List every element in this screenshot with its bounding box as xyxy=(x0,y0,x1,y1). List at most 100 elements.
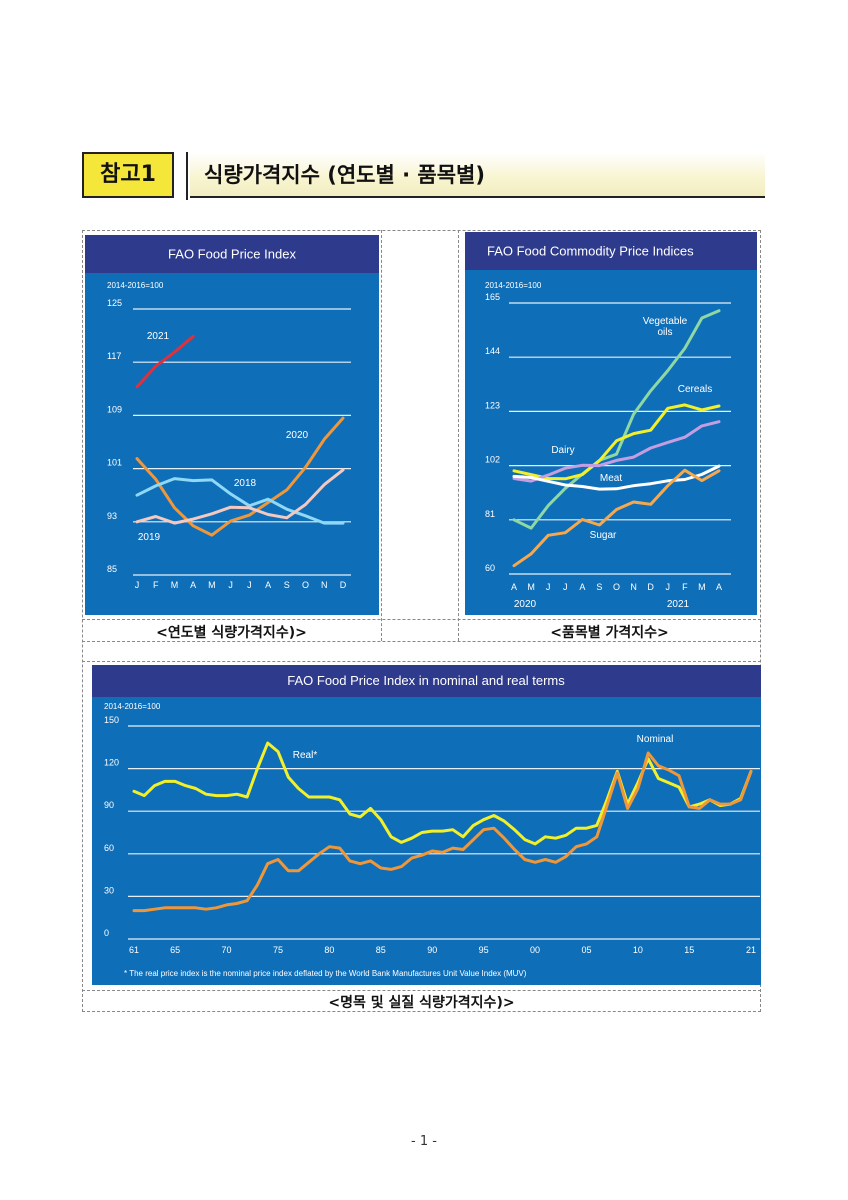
bottom-section-top xyxy=(82,661,761,662)
x-tick-label: F xyxy=(153,580,159,590)
y-tick-label: 165 xyxy=(485,292,500,302)
series-label-meat: Meat xyxy=(600,473,622,484)
y-tick-label: 30 xyxy=(104,885,114,895)
series-label-part: Vegetable xyxy=(643,316,688,327)
x-tick-label: D xyxy=(647,582,654,592)
caption-annual-index: <연도별 식량가격지수)> xyxy=(156,625,307,641)
series-label-vegetable-oils: Vegetable oils xyxy=(643,316,688,338)
x-tick-label: 05 xyxy=(581,945,591,955)
series-label-sugar: Sugar xyxy=(590,530,617,541)
chart-subtitle: 2014-2016=100 xyxy=(107,281,164,290)
x-tick-label: D xyxy=(340,580,347,590)
series-label-2020: 2020 xyxy=(286,430,309,441)
x-tick-label: 21 xyxy=(746,945,756,955)
x-tick-label: 15 xyxy=(684,945,694,955)
x-tick-label: A xyxy=(265,580,271,590)
x-tick-label: A xyxy=(511,582,517,592)
x-tick-label: 85 xyxy=(376,945,386,955)
y-tick-label: 120 xyxy=(104,758,119,768)
x-tick-label: 00 xyxy=(530,945,540,955)
page-title: 식량가격지수 (연도별 · 품목별) xyxy=(190,152,765,198)
series-label-real: Real* xyxy=(293,750,318,761)
x-tick-label: A xyxy=(190,580,196,590)
chart-subtitle: 2014-2016=100 xyxy=(485,281,542,290)
x-tick-label: N xyxy=(630,582,637,592)
x-tick-label: 75 xyxy=(273,945,283,955)
section-header: 참고1 식량가격지수 (연도별 · 품목별) xyxy=(82,152,765,202)
chart-title: FAO Food Price Index xyxy=(168,247,296,262)
x-tick-label: J xyxy=(666,582,671,592)
chart-title-band xyxy=(465,232,757,270)
x-tick-label: 90 xyxy=(427,945,437,955)
x-tick-label: 70 xyxy=(222,945,232,955)
series-line-2021 xyxy=(135,334,195,389)
chart-nominal-real-svg: FAO Food Price Index in nominal and real… xyxy=(92,665,761,978)
series-label-dairy: Dairy xyxy=(551,445,574,456)
series-label-2021: 2021 xyxy=(147,331,170,342)
y-tick-label: 125 xyxy=(107,298,122,308)
x-tick-label: O xyxy=(302,580,309,590)
series-line-2019 xyxy=(135,468,345,525)
page-number: - 1 - xyxy=(411,1134,437,1149)
x-tick-label: 10 xyxy=(633,945,643,955)
x-tick-label: J xyxy=(228,580,233,590)
series-line-cereals xyxy=(512,403,721,481)
x-tick-label: 80 xyxy=(324,945,334,955)
x-tick-label: M xyxy=(208,580,216,590)
x-tick-label: J xyxy=(563,582,568,592)
frame-divider-1 xyxy=(381,230,382,641)
y-tick-label: 102 xyxy=(485,455,500,465)
series-label-part: oils xyxy=(657,327,672,338)
y-tick-label: 93 xyxy=(107,511,117,521)
x-tick-label: A xyxy=(579,582,585,592)
x-tick-label: 95 xyxy=(479,945,489,955)
chart-title-band xyxy=(85,235,379,273)
chart-footnote: * The real price index is the nominal pr… xyxy=(124,969,527,978)
header-divider xyxy=(186,152,188,200)
year-label: 2021 xyxy=(667,599,690,610)
caption-row-top xyxy=(82,619,761,620)
series-line-real xyxy=(132,741,753,846)
chart-commodity-svg: FAO Food Commodity Price Indices 2014-201… xyxy=(465,232,757,610)
series-line-meat xyxy=(512,464,721,491)
charts-frame xyxy=(82,230,761,1012)
y-tick-label: 0 xyxy=(104,928,109,938)
bottom-caption-top xyxy=(82,990,761,991)
x-tick-label: S xyxy=(284,580,290,590)
x-tick-label: M xyxy=(527,582,535,592)
chart-subtitle: 2014-2016=100 xyxy=(104,702,161,711)
y-tick-label: 85 xyxy=(107,564,117,574)
x-tick-label: F xyxy=(682,582,688,592)
x-tick-label: 61 xyxy=(129,945,139,955)
chart-title: FAO Food Price Index in nominal and real… xyxy=(287,673,565,688)
y-tick-label: 60 xyxy=(104,843,114,853)
chart-nominal-real: FAO Food Price Index in nominal and real… xyxy=(92,665,761,985)
y-tick-label: 81 xyxy=(485,509,495,519)
y-tick-label: 60 xyxy=(485,563,495,573)
chart-title: FAO Food Commodity Price Indices xyxy=(487,244,694,259)
year-label: 2020 xyxy=(514,599,537,610)
x-tick-label: M xyxy=(171,580,179,590)
y-tick-label: 123 xyxy=(485,400,500,410)
series-label-cereals: Cereals xyxy=(678,384,712,395)
x-tick-label: O xyxy=(613,582,620,592)
frame-divider-2 xyxy=(458,230,459,641)
x-tick-label: J xyxy=(135,580,140,590)
series-line-vegetable-oils xyxy=(512,309,721,530)
chart-annual-food-price-index: FAO Food Price Index 2014-2016=100 85 93 101… xyxy=(85,235,379,615)
series-label-2018: 2018 xyxy=(234,478,257,489)
y-tick-label: 144 xyxy=(485,346,500,356)
y-tick-label: 117 xyxy=(107,351,121,361)
series-line-2020 xyxy=(135,416,345,537)
x-tick-label: M xyxy=(698,582,706,592)
x-tick-label: J xyxy=(546,582,551,592)
x-tick-label: S xyxy=(596,582,602,592)
series-label-nominal: Nominal xyxy=(637,734,674,745)
caption-commodity-index: <품목별 가격지수> xyxy=(550,625,669,641)
y-tick-label: 101 xyxy=(107,458,122,468)
x-tick-label: 65 xyxy=(170,945,180,955)
series-line-sugar xyxy=(512,468,721,568)
reference-badge: 참고1 xyxy=(82,152,174,198)
chart-annual-svg: FAO Food Price Index 2014-2016=100 85 93 101… xyxy=(85,235,379,590)
chart-title-band xyxy=(92,665,761,697)
